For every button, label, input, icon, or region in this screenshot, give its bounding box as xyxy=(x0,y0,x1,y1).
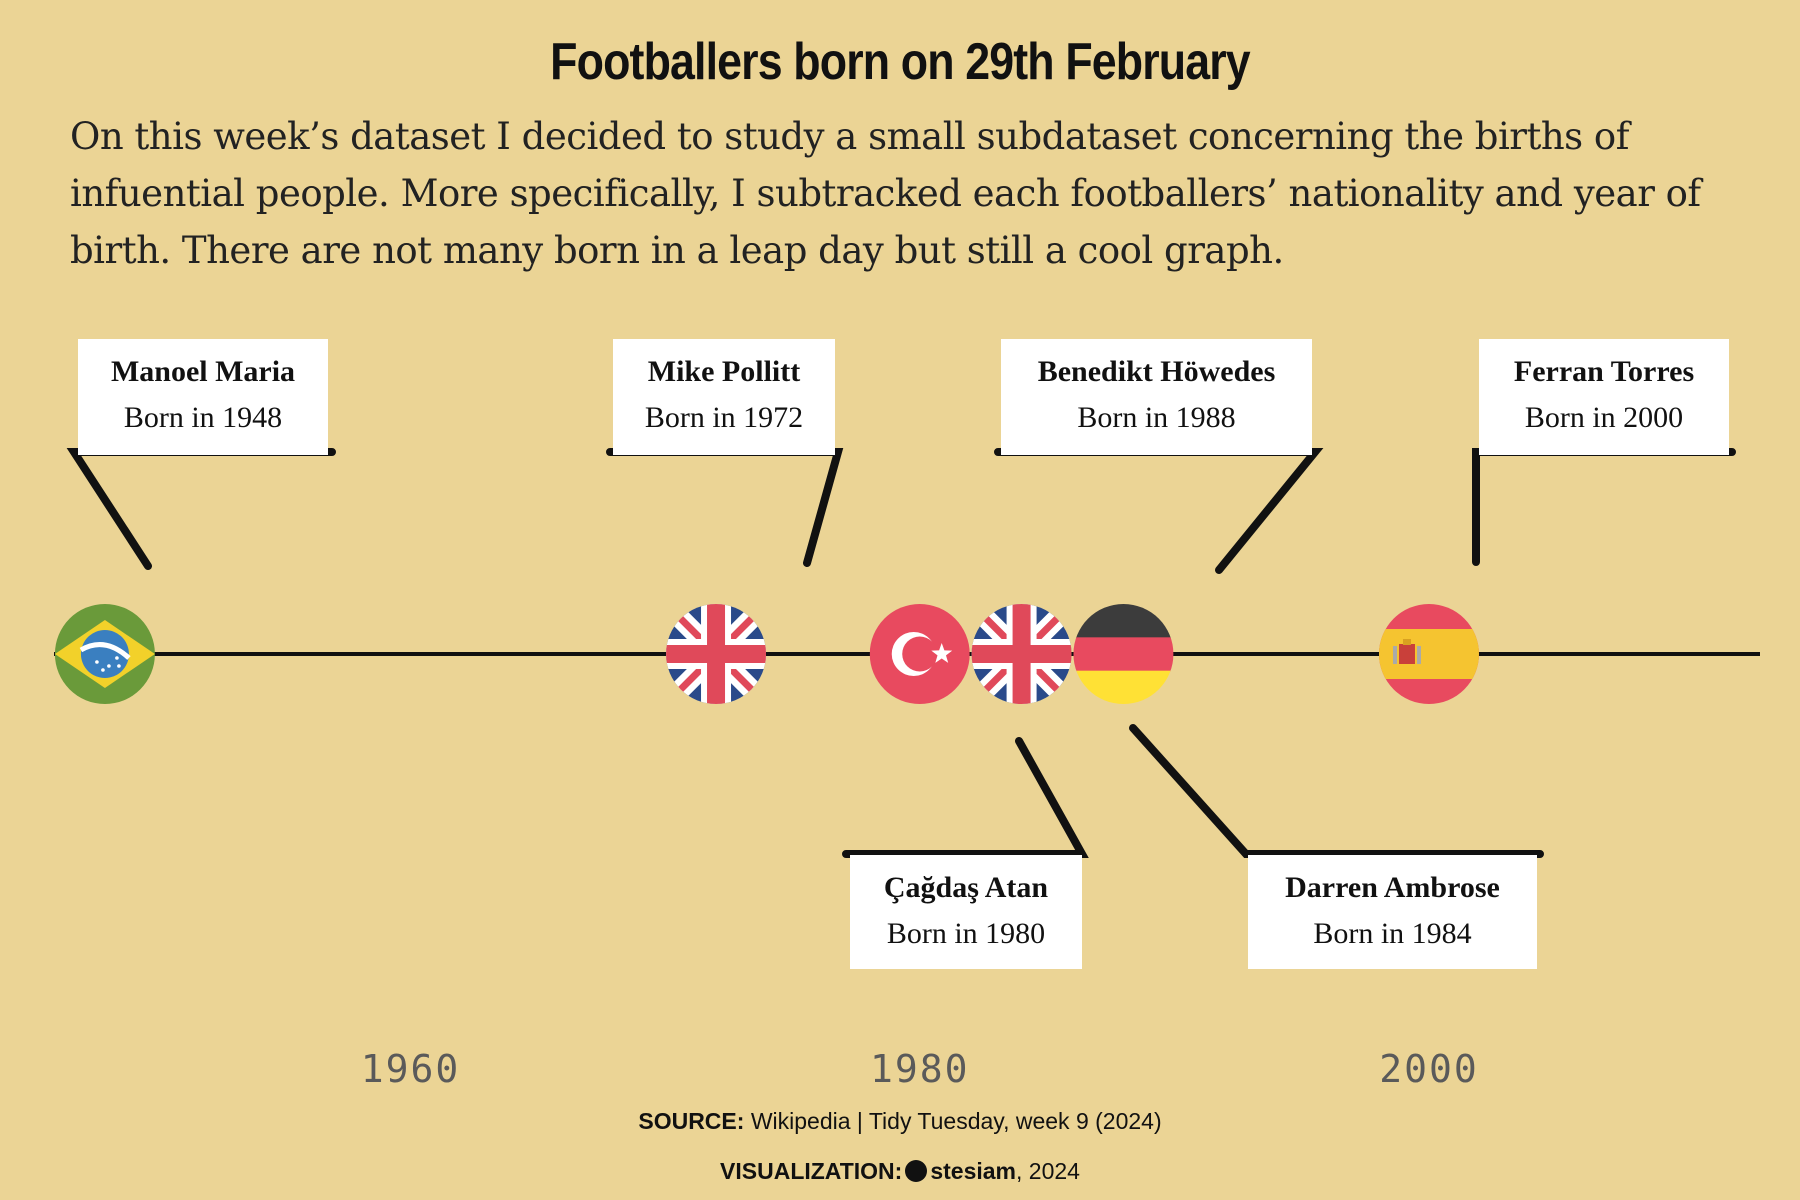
leader-line xyxy=(606,448,844,567)
player-name: Darren Ambrose xyxy=(1285,871,1500,904)
player-name: Benedikt Höwedes xyxy=(1038,355,1276,388)
label-box xyxy=(78,339,328,455)
viz-user: stesiam xyxy=(930,1158,1016,1184)
turkey-flag-icon xyxy=(869,604,970,704)
source-text: Wikipedia | Tidy Tuesday, week 9 (2024) xyxy=(750,1108,1162,1134)
player-label: Mike Pollitt Born in 1972 xyxy=(613,339,835,455)
player-label: Çağdaş Atan Born in 1980 xyxy=(850,855,1082,969)
viz-label: VISUALIZATION: xyxy=(720,1158,903,1184)
visualization-credit: VISUALIZATION: stesiam, 2024 xyxy=(0,1158,1800,1185)
leader-line xyxy=(1472,448,1736,566)
spain-flag-icon xyxy=(1378,604,1479,704)
player-birth-year: Born in 2000 xyxy=(1525,401,1683,434)
leader-line xyxy=(842,737,1089,858)
label-box xyxy=(1479,339,1729,455)
chart-subtitle: On this week’s dataset I decided to stud… xyxy=(70,115,1701,272)
player-birth-year: Born in 1988 xyxy=(1077,401,1235,434)
germany-flag-icon xyxy=(1073,604,1174,704)
player-label: Ferran Torres Born in 2000 xyxy=(1479,339,1729,455)
leader-line xyxy=(994,448,1324,574)
leader-line xyxy=(66,448,336,570)
label-box xyxy=(1248,855,1537,969)
player-label: Darren Ambrose Born in 1984 xyxy=(1248,855,1537,969)
player-name: Mike Pollitt xyxy=(648,355,800,388)
label-box xyxy=(850,855,1082,969)
player-name: Manoel Maria xyxy=(111,355,295,388)
source-label: SOURCE: xyxy=(638,1108,745,1134)
player-birth-year: Born in 1948 xyxy=(124,401,282,434)
x-tick-label: 1980 xyxy=(870,1047,970,1091)
chart-title: Footballers born on 29th February xyxy=(550,33,1251,91)
player-name: Çağdaş Atan xyxy=(884,871,1049,904)
viz-year: , 2024 xyxy=(1016,1158,1080,1184)
label-box xyxy=(1001,339,1312,455)
brazil-flag-icon xyxy=(54,604,155,704)
player-label: Benedikt Höwedes Born in 1988 xyxy=(1001,339,1312,455)
uk-flag-icon xyxy=(971,604,1072,704)
label-box xyxy=(613,339,835,455)
player-birth-year: Born in 1984 xyxy=(1313,917,1471,950)
player-label: Manoel Maria Born in 1948 xyxy=(78,339,328,455)
leader-line xyxy=(1129,724,1544,858)
player-name: Ferran Torres xyxy=(1514,355,1694,388)
uk-flag-icon xyxy=(666,604,767,704)
player-birth-year: Born in 1980 xyxy=(887,917,1045,950)
x-tick-label: 2000 xyxy=(1379,1047,1479,1091)
github-icon xyxy=(905,1160,928,1182)
player-birth-year: Born in 1972 xyxy=(645,401,803,434)
x-tick-label: 1960 xyxy=(361,1047,461,1091)
source-credit: SOURCE: Wikipedia | Tidy Tuesday, week 9… xyxy=(0,1108,1800,1135)
